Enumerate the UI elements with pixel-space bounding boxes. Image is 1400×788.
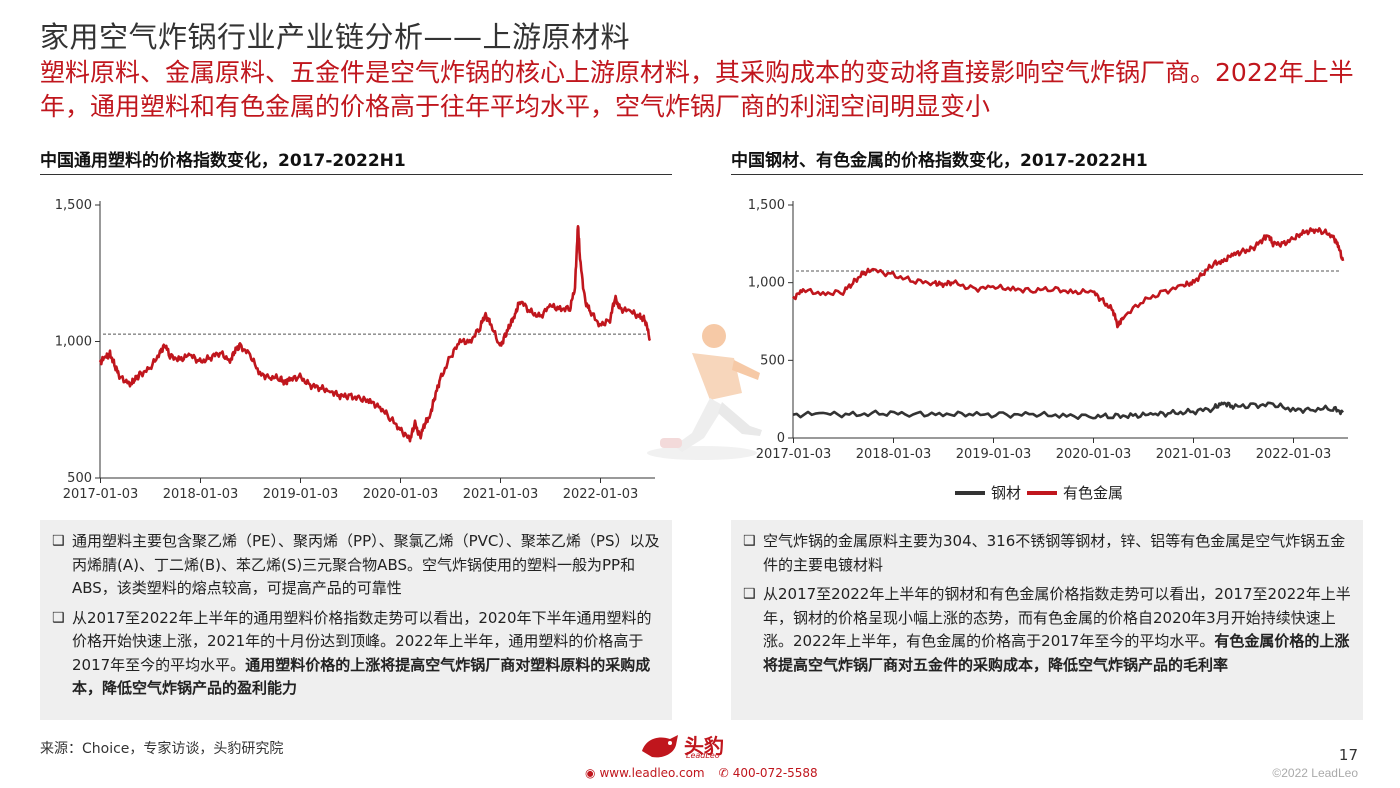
left-heading-rule — [40, 174, 672, 175]
right-chart-heading: 中国钢材、有色金属的价格指数变化，2017-2022H1 — [731, 151, 1148, 171]
logo-subtext: LeadLeo — [686, 751, 720, 760]
left-note-2-text: 从2017至2022年上半年的通用塑料价格指数走势可以看出，2020年下半年通用… — [72, 607, 660, 701]
page-number: 17 — [1338, 746, 1358, 764]
legend-label-nonferrous: 有色金属 — [1063, 484, 1124, 502]
logo-text: 头豹 — [684, 734, 724, 758]
right-note-2-emphasis: 有色金属价格的上涨将提高空气炸锅厂商对五金件的采购成本，降低空气炸锅产品的毛利率 — [763, 632, 1350, 674]
x-tick-label: 2021-01-03 — [1156, 447, 1232, 462]
x-tick-label: 2021-01-03 — [463, 487, 539, 502]
phone-icon: ✆ — [718, 766, 729, 780]
x-tick-label: 2018-01-03 — [856, 447, 932, 462]
left-note-2-emphasis: 通用塑料价格的上涨将提高空气炸锅厂商对塑料原料的采购成本，降低空气炸锅产品的盈利… — [72, 655, 651, 698]
chart-legend: 钢材 有色金属 — [955, 482, 1129, 503]
right-note-1-text: 空气炸锅的金属原料主要为304、316不锈钢等钢材，锌、铝等有色金属是空气炸锅五… — [763, 532, 1346, 574]
right-notes-panel: ❑ 空气炸锅的金属原料主要为304、316不锈钢等钢材，锌、铝等有色金属是空气炸… — [731, 520, 1363, 720]
x-tick-label: 2019-01-03 — [956, 447, 1032, 462]
x-tick-label: 2017-01-03 — [756, 447, 832, 462]
left-note-2: ❑ 从2017至2022年上半年的通用塑料价格指数走势可以看出，2020年下半年… — [52, 607, 660, 701]
y-tick-label: 500 — [760, 353, 785, 368]
x-tick-label: 2022-01-03 — [1256, 447, 1332, 462]
series-line-plastic — [98, 225, 652, 443]
right-note-2-text: 从2017至2022年上半年的钢材和有色金属价格指数走势可以看出，2017至20… — [763, 583, 1351, 677]
right-note-2-body: 从2017至2022年上半年的钢材和有色金属价格指数走势可以看出，2017至20… — [763, 585, 1351, 650]
y-tick-label: 1,500 — [748, 198, 785, 213]
running-figure-illustration — [647, 324, 762, 460]
x-tick-label: 2020-01-03 — [1056, 447, 1132, 462]
left-note-2-body: 从2017至2022年上半年的通用塑料价格指数走势可以看出，2020年下半年通用… — [72, 608, 652, 674]
right-heading-rule — [731, 174, 1363, 175]
y-tick-label: 0 — [777, 431, 785, 446]
plastic-price-chart: 500 1,000 1,500 2017-01-03 2018-01-03 2019-01… — [55, 198, 655, 502]
checkbox-icon: ❑ — [52, 609, 65, 626]
y-tick-label: 1,000 — [55, 335, 92, 350]
x-tick-label: 2022-01-03 — [563, 487, 639, 502]
legend-swatch-steel — [955, 490, 985, 495]
y-tick-label: 1,500 — [55, 198, 92, 213]
legend-item-nonferrous: 有色金属 — [1027, 482, 1123, 503]
right-note-1: ❑ 空气炸锅的金属原料主要为304、316不锈钢等钢材，锌、铝等有色金属是空气炸… — [743, 530, 1351, 577]
checkbox-icon: ❑ — [52, 533, 65, 549]
page-subtitle: 塑料原料、金属原料、五金件是空气炸锅的核心上游原材料，其采购成本的变动将直接影响… — [40, 58, 1354, 121]
page-title: 家用空气炸锅行业产业链分析——上游原材料 — [40, 20, 631, 54]
x-tick-label: 2019-01-03 — [263, 487, 339, 502]
copyright: ©2022 LeadLeo — [1272, 766, 1358, 780]
legend-item-steel: 钢材 — [955, 482, 1021, 503]
y-tick-label: 1,000 — [748, 276, 785, 291]
website-link[interactable]: www.leadleo.com — [599, 766, 705, 780]
right-note-2: ❑ 从2017至2022年上半年的钢材和有色金属价格指数走势可以看出，2017至… — [743, 583, 1351, 677]
left-note-1: ❑ 通用塑料主要包含聚乙烯（PE）、聚丙烯（PP）、聚氯乙烯（PVC）、聚苯乙烯… — [52, 530, 660, 601]
contact-info: ◉ www.leadleo.com ✆ 400-072-5588 — [585, 766, 832, 780]
legend-swatch-nonferrous — [1027, 490, 1058, 495]
leadleo-logo: 头豹 LeadLeo — [640, 731, 724, 761]
left-notes-panel: ❑ 通用塑料主要包含聚乙烯（PE）、聚丙烯（PP）、聚氯乙烯（PVC）、聚苯乙烯… — [40, 520, 672, 720]
weibo-icon: ◉ — [585, 766, 596, 780]
metal-price-chart: 0 500 1,000 1,500 2017-01-03 2018-01-03 2019-0… — [748, 198, 1348, 462]
legend-label-steel: 钢材 — [991, 484, 1022, 502]
x-tick-label: 2017-01-03 — [63, 487, 139, 502]
x-tick-label: 2020-01-03 — [363, 487, 439, 502]
leopard-logo-icon — [642, 735, 678, 758]
source-note: 来源：Choice，专家访谈，头豹研究院 — [40, 741, 284, 757]
y-tick-label: 500 — [67, 471, 92, 486]
x-tick-label: 2018-01-03 — [163, 487, 239, 502]
series-line-钢材 — [792, 401, 1345, 420]
checkbox-icon: ❑ — [743, 533, 756, 549]
left-note-1-text: 通用塑料主要包含聚乙烯（PE）、聚丙烯（PP）、聚氯乙烯（PVC）、聚苯乙烯（P… — [72, 532, 660, 597]
series-line-有色金属 — [792, 227, 1345, 329]
phone-number: 400-072-5588 — [732, 766, 818, 780]
left-chart-heading: 中国通用塑料的价格指数变化，2017-2022H1 — [40, 151, 406, 171]
checkbox-icon: ❑ — [743, 586, 756, 602]
